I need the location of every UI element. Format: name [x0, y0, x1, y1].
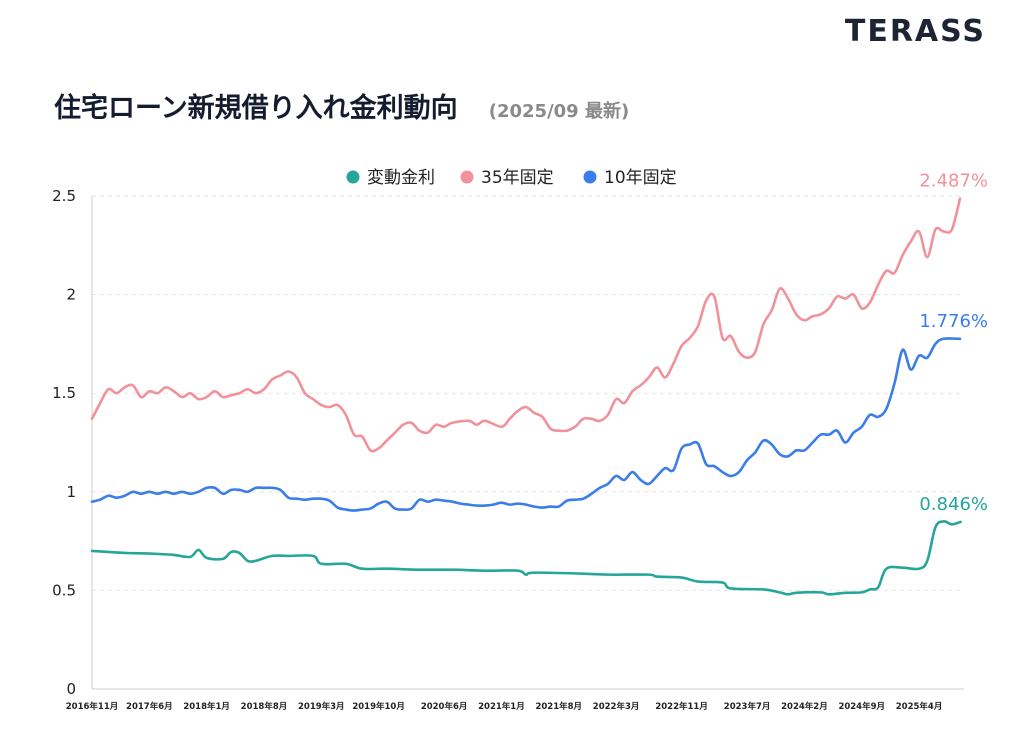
legend-label-variable-rate: 変動金利: [367, 168, 435, 188]
x-tick-label: 2018年1月: [183, 701, 230, 712]
x-tick-label: 2017年6月: [126, 701, 173, 712]
end-label-fixed-10y: 1.776%: [919, 311, 988, 332]
x-tick-label: 2019年3月: [298, 701, 345, 712]
x-tick-label: 2025年4月: [896, 701, 943, 712]
x-tick-label: 2021年1月: [478, 701, 525, 712]
series-line-fixed-10y: [90, 337, 962, 512]
page-subtitle: (2025/09 最新): [488, 101, 630, 122]
x-tick-label: 2021年8月: [535, 701, 582, 712]
x-tick-label: 2022年11月: [655, 701, 708, 712]
series-lines: [90, 197, 962, 596]
x-tick-label: 2023年7月: [724, 701, 771, 712]
grid-lines: [92, 195, 960, 591]
y-tick-label: 0.5: [52, 581, 76, 599]
legend-label-fixed-35y: 35年固定: [481, 168, 554, 188]
y-tick-label: 2.5: [52, 187, 76, 205]
x-tick-label: 2019年10月: [352, 701, 405, 712]
brand-logo: TERASS: [844, 14, 986, 49]
legend: 変動金利 35年固定 10年固定: [346, 168, 677, 188]
title-block: 住宅ローン新規借り入れ金利動向 (2025/09 最新): [54, 86, 629, 125]
y-tick-label: 1: [66, 483, 76, 501]
x-tick-label: 2016年11月: [66, 701, 119, 712]
x-axis-ticks: 2016年11月 2017年6月 2018年1月 2018年8月 2019年3月 2019…: [66, 701, 943, 712]
y-tick-label: 1.5: [52, 384, 76, 402]
x-tick-label: 2018年8月: [241, 701, 288, 712]
end-labels: 0.846% 2.487% 1.776%: [919, 171, 988, 516]
y-tick-label: 0: [66, 680, 76, 698]
x-tick-label: 2020年6月: [421, 701, 468, 712]
end-label-fixed-35y: 2.487%: [919, 171, 988, 192]
x-tick-label: 2024年2月: [781, 701, 828, 712]
legend-marker-fixed-10y: [583, 170, 597, 184]
series-line-fixed-35y: [90, 197, 962, 453]
page-title: 住宅ローン新規借り入れ金利動向: [54, 93, 458, 124]
end-label-variable-rate: 0.846%: [919, 494, 988, 515]
legend-marker-variable-rate: [346, 170, 360, 184]
x-tick-label: 2024年9月: [838, 701, 885, 712]
y-axis-ticks: 0 0.5 1 1.5 2 2.5: [52, 187, 76, 698]
legend-marker-fixed-35y: [460, 170, 474, 184]
legend-label-fixed-10y: 10年固定: [604, 168, 677, 188]
x-tick-label: 2022年3月: [593, 701, 640, 712]
series-line-variable-rate: [90, 520, 962, 596]
y-tick-label: 2: [66, 286, 76, 304]
